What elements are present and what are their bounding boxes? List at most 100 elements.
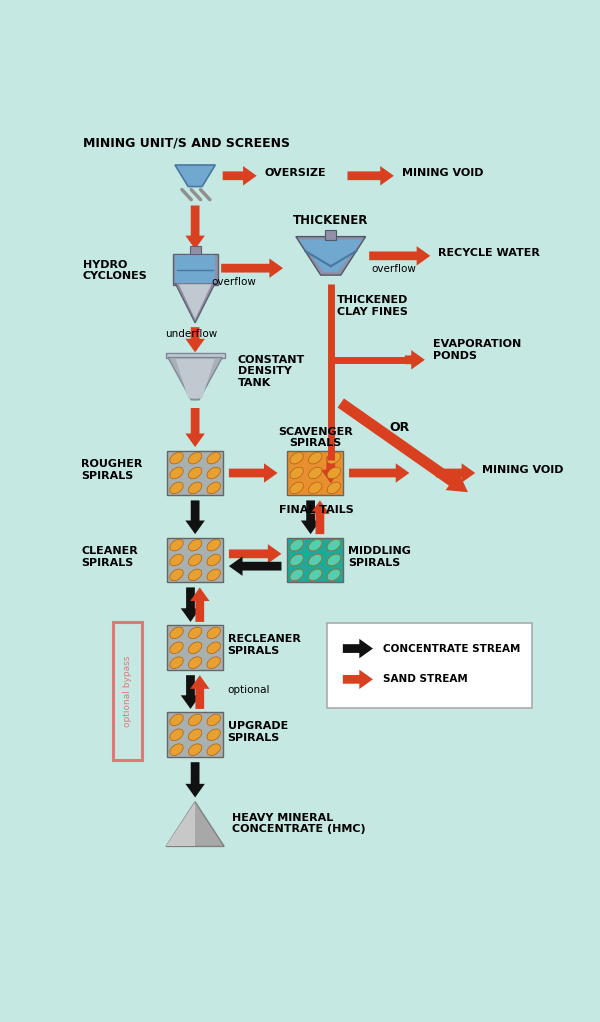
Text: FINAL TAILS: FINAL TAILS xyxy=(280,505,354,515)
Ellipse shape xyxy=(188,729,202,741)
Ellipse shape xyxy=(170,729,183,741)
Polygon shape xyxy=(175,165,215,187)
Polygon shape xyxy=(190,246,200,254)
Polygon shape xyxy=(175,256,215,283)
Ellipse shape xyxy=(188,657,202,668)
Ellipse shape xyxy=(207,657,220,668)
Ellipse shape xyxy=(308,569,322,580)
Ellipse shape xyxy=(188,628,202,639)
Ellipse shape xyxy=(188,744,202,755)
Text: overflow: overflow xyxy=(372,265,417,274)
Ellipse shape xyxy=(308,540,322,551)
Ellipse shape xyxy=(207,729,220,741)
Ellipse shape xyxy=(207,628,220,639)
Text: RECYCLE WATER: RECYCLE WATER xyxy=(438,247,539,258)
Text: underflow: underflow xyxy=(165,329,217,339)
Ellipse shape xyxy=(170,657,183,668)
Polygon shape xyxy=(175,283,215,323)
Ellipse shape xyxy=(207,482,220,494)
Text: overflow: overflow xyxy=(211,277,256,286)
Ellipse shape xyxy=(308,482,322,494)
Ellipse shape xyxy=(327,569,341,580)
Ellipse shape xyxy=(290,482,304,494)
Text: optional bypass: optional bypass xyxy=(123,655,132,727)
Ellipse shape xyxy=(290,569,304,580)
Ellipse shape xyxy=(188,540,202,551)
FancyBboxPatch shape xyxy=(167,625,223,670)
Ellipse shape xyxy=(188,642,202,654)
Text: optional: optional xyxy=(227,685,270,695)
Ellipse shape xyxy=(188,554,202,566)
Ellipse shape xyxy=(207,453,220,464)
Text: CONSTANT
DENSITY
TANK: CONSTANT DENSITY TANK xyxy=(238,355,305,388)
Text: SAND STREAM: SAND STREAM xyxy=(383,675,468,685)
Ellipse shape xyxy=(290,554,304,566)
Polygon shape xyxy=(173,253,218,285)
Polygon shape xyxy=(179,284,211,319)
Ellipse shape xyxy=(207,467,220,478)
Polygon shape xyxy=(325,230,336,240)
FancyBboxPatch shape xyxy=(287,451,343,496)
Text: HEAVY MINERAL
CONCENTRATE (HMC): HEAVY MINERAL CONCENTRATE (HMC) xyxy=(232,812,366,834)
Polygon shape xyxy=(166,353,224,359)
Ellipse shape xyxy=(188,482,202,494)
Ellipse shape xyxy=(170,453,183,464)
Text: MINING UNIT/S AND SCREENS: MINING UNIT/S AND SCREENS xyxy=(83,137,290,149)
FancyBboxPatch shape xyxy=(167,712,223,757)
Ellipse shape xyxy=(207,714,220,726)
Polygon shape xyxy=(168,358,222,400)
Ellipse shape xyxy=(207,569,220,580)
Ellipse shape xyxy=(170,714,183,726)
Ellipse shape xyxy=(170,628,183,639)
Ellipse shape xyxy=(290,467,304,478)
FancyBboxPatch shape xyxy=(327,623,532,708)
Polygon shape xyxy=(299,240,362,272)
Ellipse shape xyxy=(308,453,322,464)
Ellipse shape xyxy=(290,453,304,464)
Ellipse shape xyxy=(207,554,220,566)
Polygon shape xyxy=(166,802,195,846)
Text: EVAPORATION
PONDS: EVAPORATION PONDS xyxy=(433,339,521,361)
Text: SCAVENGER
SPIRALS: SCAVENGER SPIRALS xyxy=(278,427,353,449)
Text: CLEANER
SPIRALS: CLEANER SPIRALS xyxy=(81,546,138,567)
Ellipse shape xyxy=(327,482,341,494)
Ellipse shape xyxy=(170,540,183,551)
Polygon shape xyxy=(176,359,215,399)
Text: RECLEANER
SPIRALS: RECLEANER SPIRALS xyxy=(227,634,301,655)
Ellipse shape xyxy=(170,554,183,566)
Text: HYDRO
CYCLONES: HYDRO CYCLONES xyxy=(83,260,148,281)
Ellipse shape xyxy=(170,467,183,478)
Ellipse shape xyxy=(170,642,183,654)
Ellipse shape xyxy=(207,744,220,755)
Text: THICKENED
CLAY FINES: THICKENED CLAY FINES xyxy=(337,295,409,317)
Text: OVERSIZE: OVERSIZE xyxy=(265,168,326,178)
Polygon shape xyxy=(166,802,224,846)
FancyBboxPatch shape xyxy=(287,538,343,583)
Text: MINING VOID: MINING VOID xyxy=(482,465,563,475)
Ellipse shape xyxy=(327,453,341,464)
FancyBboxPatch shape xyxy=(167,451,223,496)
Text: MINING VOID: MINING VOID xyxy=(402,168,484,178)
Ellipse shape xyxy=(308,554,322,566)
Ellipse shape xyxy=(207,540,220,551)
Ellipse shape xyxy=(327,540,341,551)
Ellipse shape xyxy=(327,554,341,566)
Text: MIDDLING
SPIRALS: MIDDLING SPIRALS xyxy=(348,546,410,567)
Ellipse shape xyxy=(170,482,183,494)
Ellipse shape xyxy=(188,569,202,580)
Ellipse shape xyxy=(170,744,183,755)
Ellipse shape xyxy=(188,453,202,464)
FancyBboxPatch shape xyxy=(167,538,223,583)
Ellipse shape xyxy=(308,467,322,478)
Ellipse shape xyxy=(290,540,304,551)
Text: UPGRADE
SPIRALS: UPGRADE SPIRALS xyxy=(227,721,288,743)
Text: OR: OR xyxy=(389,421,409,433)
Ellipse shape xyxy=(170,569,183,580)
Text: ROUGHER
SPIRALS: ROUGHER SPIRALS xyxy=(81,459,143,480)
Polygon shape xyxy=(296,237,365,275)
Ellipse shape xyxy=(207,642,220,654)
Text: CONCENTRATE STREAM: CONCENTRATE STREAM xyxy=(383,644,521,653)
Ellipse shape xyxy=(188,467,202,478)
Ellipse shape xyxy=(327,467,341,478)
Ellipse shape xyxy=(188,714,202,726)
